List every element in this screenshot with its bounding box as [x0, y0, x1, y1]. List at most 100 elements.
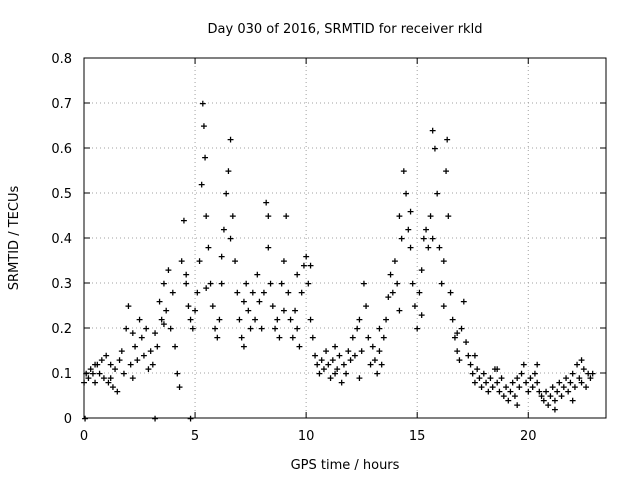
data-point: + — [536, 385, 543, 398]
data-point: + — [376, 322, 383, 335]
data-point: + — [232, 255, 239, 268]
data-point: + — [467, 358, 474, 371]
data-point: + — [258, 322, 265, 335]
data-point: + — [429, 124, 436, 137]
data-point: + — [389, 286, 396, 299]
data-point: + — [580, 363, 587, 376]
data-point: + — [143, 322, 150, 335]
data-point: + — [472, 349, 479, 362]
data-point: + — [294, 322, 301, 335]
data-point: + — [547, 390, 554, 403]
data-point: + — [190, 322, 197, 335]
data-point: + — [361, 277, 368, 290]
data-point: + — [252, 313, 259, 326]
data-point: + — [563, 372, 570, 385]
data-point: + — [205, 241, 212, 254]
data-point: + — [421, 232, 428, 245]
data-point: + — [261, 286, 268, 299]
data-point: + — [263, 196, 270, 209]
data-point: + — [427, 210, 434, 223]
data-point: + — [407, 205, 414, 218]
data-point: + — [278, 277, 285, 290]
data-point: + — [383, 313, 390, 326]
plot-frame — [83, 57, 607, 419]
data-point: + — [412, 300, 419, 313]
data-point: + — [543, 385, 550, 398]
data-point: + — [409, 277, 416, 290]
data-point: + — [332, 367, 339, 380]
data-point: + — [250, 286, 257, 299]
data-point: + — [114, 385, 121, 398]
data-point: + — [574, 358, 581, 371]
data-point: + — [314, 358, 321, 371]
x-tick-label: 5 — [191, 429, 199, 444]
data-point: + — [540, 394, 547, 407]
data-point: + — [312, 349, 319, 362]
data-point: + — [532, 367, 539, 380]
data-point: + — [323, 345, 330, 358]
data-point: + — [560, 381, 567, 394]
data-point: + — [481, 367, 488, 380]
x-axis-label: GPS time / hours — [291, 458, 400, 473]
data-points: ++++++++++++++++++++++++++++++++++++++++… — [81, 97, 597, 425]
data-point: + — [94, 358, 101, 371]
data-point: + — [438, 277, 445, 290]
data-point: + — [316, 367, 323, 380]
data-point: + — [103, 349, 110, 362]
data-point: + — [461, 295, 468, 308]
chart-title: Day 030 of 2016, SRMTID for receiver rkl… — [208, 22, 483, 37]
data-point: + — [556, 376, 563, 389]
data-point: + — [449, 313, 456, 326]
data-point: + — [136, 313, 143, 326]
data-point: + — [507, 385, 514, 398]
data-point: + — [527, 372, 534, 385]
data-point: + — [585, 367, 592, 380]
data-point: + — [234, 286, 241, 299]
data-point: + — [418, 264, 425, 277]
data-point: + — [176, 381, 183, 394]
data-point: + — [505, 394, 512, 407]
y-tick-label: 0.4 — [51, 232, 72, 247]
data-point: + — [436, 241, 443, 254]
y-tick-label: 0.2 — [51, 322, 72, 337]
data-point: + — [230, 210, 237, 223]
data-point: + — [336, 349, 343, 362]
data-point: + — [303, 250, 310, 263]
data-point: + — [425, 241, 432, 254]
data-point: + — [272, 322, 279, 335]
data-point: + — [296, 340, 303, 353]
data-point: + — [147, 345, 154, 358]
data-point: + — [145, 363, 152, 376]
data-point: + — [165, 264, 172, 277]
y-tick-label: 0.5 — [51, 187, 72, 202]
data-point: + — [281, 255, 288, 268]
data-point: + — [405, 223, 412, 236]
data-point: + — [369, 340, 376, 353]
data-point: + — [572, 381, 579, 394]
data-point: + — [494, 363, 501, 376]
x-tick-label: 15 — [409, 429, 426, 444]
data-point: + — [376, 345, 383, 358]
data-point: + — [478, 381, 485, 394]
data-point: + — [118, 345, 125, 358]
data-point: + — [241, 295, 248, 308]
data-point: + — [356, 372, 363, 385]
data-point: + — [83, 367, 90, 380]
data-point: + — [87, 363, 94, 376]
data-point: + — [203, 210, 210, 223]
data-point: + — [444, 133, 451, 146]
data-point: + — [203, 282, 210, 295]
data-point: + — [372, 354, 379, 367]
data-point: + — [221, 223, 228, 236]
data-point: + — [534, 376, 541, 389]
data-point: + — [107, 358, 114, 371]
data-point: + — [398, 232, 405, 245]
data-point: + — [96, 367, 103, 380]
data-point: + — [392, 255, 399, 268]
data-point: + — [318, 354, 325, 367]
data-point: + — [494, 376, 501, 389]
data-point: + — [307, 259, 314, 272]
data-point: + — [172, 340, 179, 353]
data-point: + — [476, 372, 483, 385]
data-point: + — [329, 354, 336, 367]
